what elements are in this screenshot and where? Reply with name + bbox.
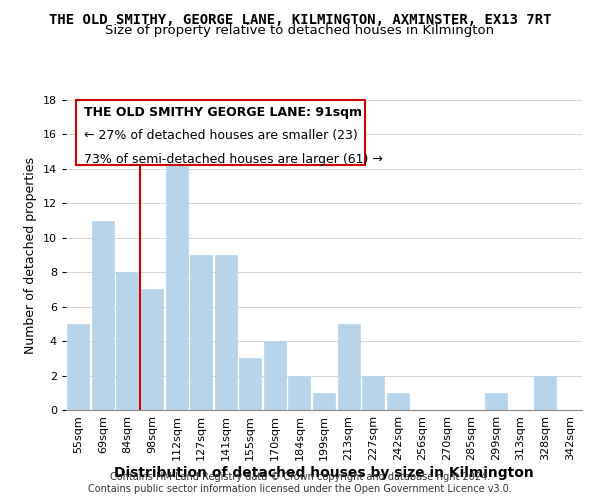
Bar [534, 376, 556, 410]
Bar [141, 290, 163, 410]
Y-axis label: Number of detached properties: Number of detached properties [24, 156, 37, 354]
Bar [166, 152, 188, 410]
Text: Contains HM Land Registry data © Crown copyright and database right 2024.: Contains HM Land Registry data © Crown c… [110, 472, 490, 482]
Bar [264, 341, 286, 410]
Bar [116, 272, 139, 410]
X-axis label: Distribution of detached houses by size in Kilmington: Distribution of detached houses by size … [114, 466, 534, 479]
Bar [362, 376, 384, 410]
Text: THE OLD SMITHY, GEORGE LANE, KILMINGTON, AXMINSTER, EX13 7RT: THE OLD SMITHY, GEORGE LANE, KILMINGTON,… [49, 12, 551, 26]
Bar [239, 358, 262, 410]
Bar [215, 255, 237, 410]
FancyBboxPatch shape [76, 100, 365, 165]
Bar [190, 255, 212, 410]
Bar [338, 324, 359, 410]
Text: THE OLD SMITHY GEORGE LANE: 91sqm: THE OLD SMITHY GEORGE LANE: 91sqm [84, 106, 362, 119]
Bar [485, 393, 507, 410]
Text: 73% of semi-detached houses are larger (61) →: 73% of semi-detached houses are larger (… [84, 152, 383, 166]
Bar [67, 324, 89, 410]
Bar [386, 393, 409, 410]
Bar [289, 376, 310, 410]
Bar [92, 220, 114, 410]
Bar [313, 393, 335, 410]
Text: ← 27% of detached houses are smaller (23): ← 27% of detached houses are smaller (23… [84, 130, 358, 142]
Text: Contains public sector information licensed under the Open Government Licence v3: Contains public sector information licen… [88, 484, 512, 494]
Text: Size of property relative to detached houses in Kilmington: Size of property relative to detached ho… [106, 24, 494, 37]
